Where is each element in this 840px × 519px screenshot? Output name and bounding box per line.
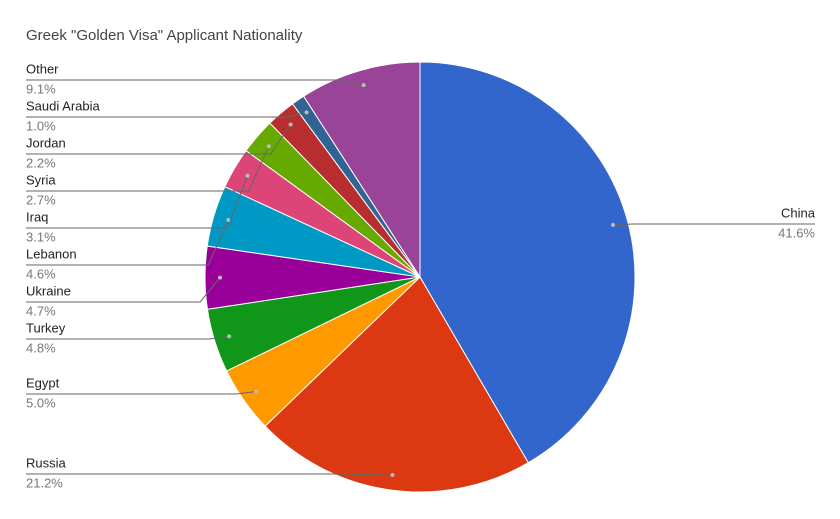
slice-label: Egypt — [26, 375, 60, 390]
slice — [302, 61, 421, 279]
leader-dot — [227, 334, 232, 339]
leader-dot — [245, 173, 250, 178]
leader-line — [26, 124, 292, 155]
leader-dot — [254, 389, 259, 394]
leader-dot — [288, 122, 293, 127]
leader-line — [26, 219, 229, 266]
slice-label: Syria — [26, 172, 56, 187]
slice-label: Saudi Arabia — [26, 98, 100, 113]
slice-label: Ukraine — [26, 283, 71, 298]
slice-value-label: 21.2% — [26, 475, 63, 490]
leader-dot — [390, 473, 395, 478]
slice-label: Other — [26, 61, 59, 76]
slice-label: Turkey — [26, 320, 66, 335]
slice-label: Lebanon — [26, 246, 77, 261]
slice-value-label: 4.8% — [26, 340, 56, 355]
leader-line — [26, 111, 307, 118]
slice-label: Jordan — [26, 135, 66, 150]
leader-line — [26, 335, 230, 340]
slice-value-label: 4.6% — [26, 266, 56, 281]
leader-line — [26, 277, 221, 303]
leader-dot — [611, 222, 616, 227]
slice-value-label: 2.7% — [26, 192, 56, 207]
slice-label: Russia — [26, 455, 67, 470]
slice-label: China — [781, 205, 816, 220]
slice-value-label: 9.1% — [26, 81, 56, 96]
leader-line — [26, 175, 249, 229]
leader-dot — [226, 218, 231, 223]
slice-value-label: 5.0% — [26, 395, 56, 410]
leader-dot — [266, 144, 271, 149]
slice-value-label: 3.1% — [26, 229, 56, 244]
slice-label: Iraq — [26, 209, 48, 224]
chart-title: Greek "Golden Visa" Applicant Nationalit… — [26, 27, 303, 44]
leader-line — [26, 79, 364, 86]
leader-line — [613, 223, 815, 226]
slice — [419, 61, 636, 464]
slice — [264, 276, 529, 493]
leader-line — [26, 145, 270, 192]
leader-dot — [218, 275, 223, 280]
slice-value-label: 1.0% — [26, 118, 56, 133]
slice-value-label: 41.6% — [778, 225, 815, 240]
leader-dot — [361, 83, 366, 88]
leader-line — [26, 390, 257, 395]
slice-value-label: 2.2% — [26, 155, 56, 170]
leader-line — [26, 473, 393, 476]
slice-value-label: 4.7% — [26, 303, 56, 318]
leader-dot — [304, 110, 309, 115]
